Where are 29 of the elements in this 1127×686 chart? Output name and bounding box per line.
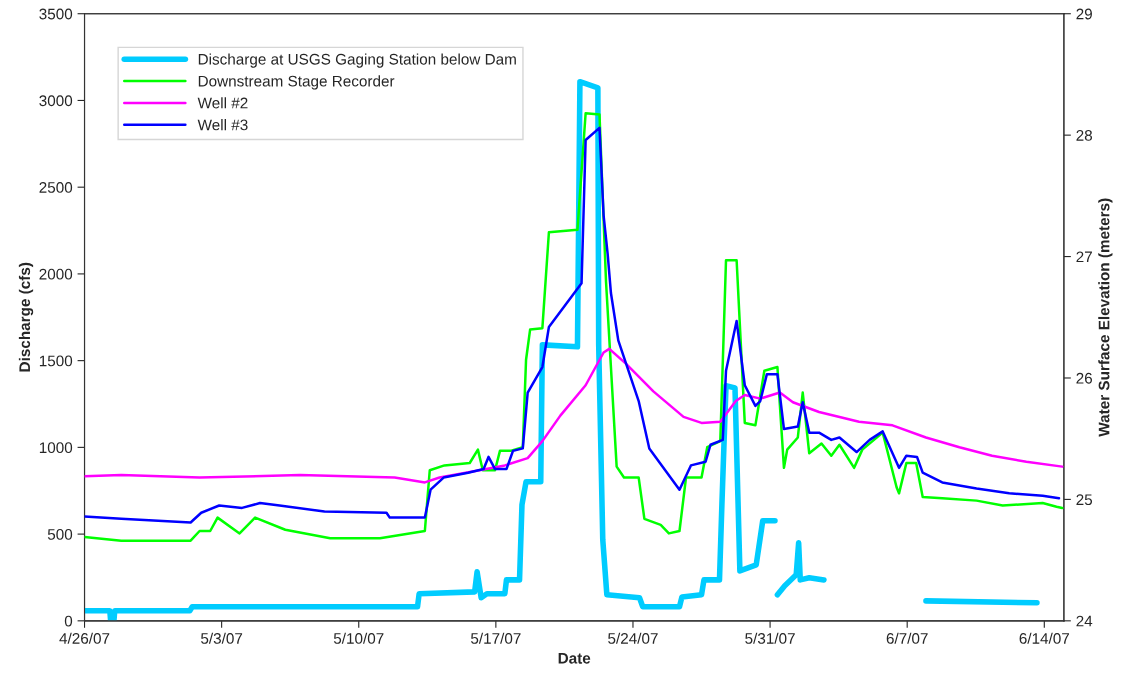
y2-tick-label: 28 — [1076, 130, 1093, 141]
y-tick-label: 1500 — [39, 355, 73, 367]
legend-label: Downstream Stage Recorder — [198, 75, 395, 90]
legend-label: Well #3 — [197, 119, 248, 131]
y-tick-label: 2500 — [39, 182, 73, 193]
y-tick-label: 1000 — [39, 442, 73, 454]
y-tick-label: 500 — [47, 528, 73, 540]
y2-tick-label: 27 — [1076, 251, 1092, 263]
legend-label: Well #2 — [197, 97, 248, 109]
y-axis-title: Discharge (cfs) — [18, 262, 34, 372]
y2-tick-label: 26 — [1076, 372, 1093, 384]
x-tick-label: 5/24/07 — [608, 632, 658, 644]
y-tick-label: 0 — [64, 615, 73, 627]
y2-tick-label: 24 — [1076, 615, 1093, 627]
y2-tick-label: 29 — [1076, 8, 1092, 20]
x-tick-label: 6/14/07 — [1019, 632, 1070, 644]
x-tick-label: 5/10/07 — [333, 632, 384, 644]
x-tick-label: 6/7/07 — [886, 632, 928, 644]
x-tick-label: 5/17/07 — [470, 632, 521, 644]
y-tick-label: 3500 — [39, 8, 73, 20]
y2-axis-title: Water Surface Elevation (meters) — [1098, 198, 1113, 437]
y-tick-label: 3000 — [39, 95, 73, 107]
y-tick-label: 2000 — [39, 268, 73, 280]
x-tick-label: 5/3/07 — [201, 632, 243, 644]
x-tick-label: 5/31/07 — [745, 632, 795, 644]
x-axis-title: Date — [558, 652, 591, 664]
y2-tick-label: 25 — [1076, 494, 1093, 506]
x-tick-label: 4/26/07 — [59, 632, 110, 644]
legend-label: Discharge at USGS Gaging Station below Dam — [198, 53, 516, 68]
